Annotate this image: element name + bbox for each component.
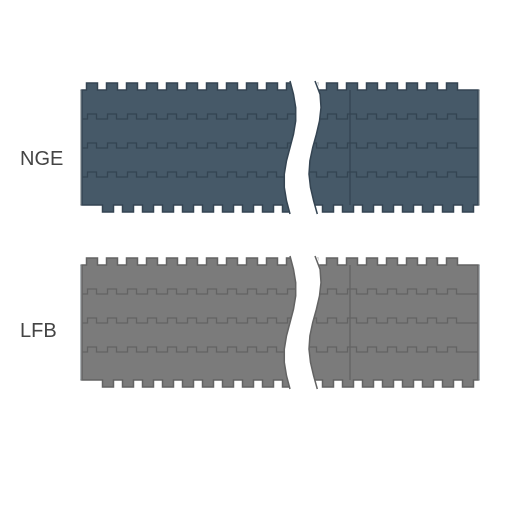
variant-diagram — [80, 250, 480, 400]
belt-diagram — [80, 75, 480, 220]
variant-diagram — [80, 75, 480, 225]
variant-label: NGE — [20, 148, 63, 171]
variant-label: LFB — [20, 320, 57, 343]
belt-diagram — [80, 250, 480, 395]
